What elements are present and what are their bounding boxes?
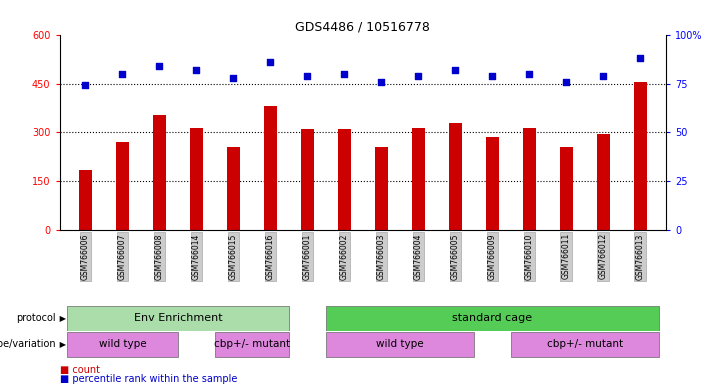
Point: [117, 71, 128, 77]
Point: [228, 74, 239, 81]
Bar: [634, 82, 646, 230]
Text: ▶: ▶: [57, 340, 66, 349]
Point: [634, 55, 646, 61]
Bar: [326, 306, 658, 331]
Point: [449, 67, 461, 73]
Bar: [67, 306, 289, 331]
Point: [597, 73, 608, 79]
Text: cbp+/- mutant: cbp+/- mutant: [214, 339, 290, 349]
Point: [80, 83, 91, 89]
Bar: [116, 142, 129, 230]
Bar: [486, 137, 498, 230]
Text: ▶: ▶: [57, 314, 66, 323]
Bar: [227, 147, 240, 230]
Point: [339, 71, 350, 77]
Point: [413, 73, 424, 79]
Bar: [67, 332, 178, 357]
Bar: [597, 134, 610, 230]
Text: genotype/variation: genotype/variation: [0, 339, 56, 349]
Bar: [301, 129, 314, 230]
Bar: [411, 127, 425, 230]
Bar: [190, 127, 203, 230]
Bar: [523, 127, 536, 230]
Bar: [559, 147, 573, 230]
Bar: [79, 170, 92, 230]
Point: [376, 78, 387, 84]
Bar: [153, 114, 166, 230]
Bar: [375, 147, 388, 230]
Bar: [326, 332, 474, 357]
Text: Env Enrichment: Env Enrichment: [134, 313, 222, 323]
Text: standard cage: standard cage: [452, 313, 532, 323]
Bar: [449, 123, 462, 230]
Text: protocol: protocol: [16, 313, 56, 323]
Point: [154, 63, 165, 69]
Point: [524, 71, 535, 77]
Point: [486, 73, 498, 79]
Title: GDS4486 / 10516778: GDS4486 / 10516778: [295, 20, 430, 33]
Bar: [338, 129, 350, 230]
Point: [191, 67, 202, 73]
Point: [561, 78, 572, 84]
Point: [265, 59, 276, 65]
Point: [301, 73, 313, 79]
Text: ■ percentile rank within the sample: ■ percentile rank within the sample: [60, 374, 237, 384]
Text: ■ count: ■ count: [60, 365, 100, 375]
Bar: [264, 106, 277, 230]
Text: cbp+/- mutant: cbp+/- mutant: [547, 339, 622, 349]
Bar: [510, 332, 658, 357]
Text: wild type: wild type: [99, 339, 147, 349]
Bar: [215, 332, 289, 357]
Text: wild type: wild type: [376, 339, 423, 349]
